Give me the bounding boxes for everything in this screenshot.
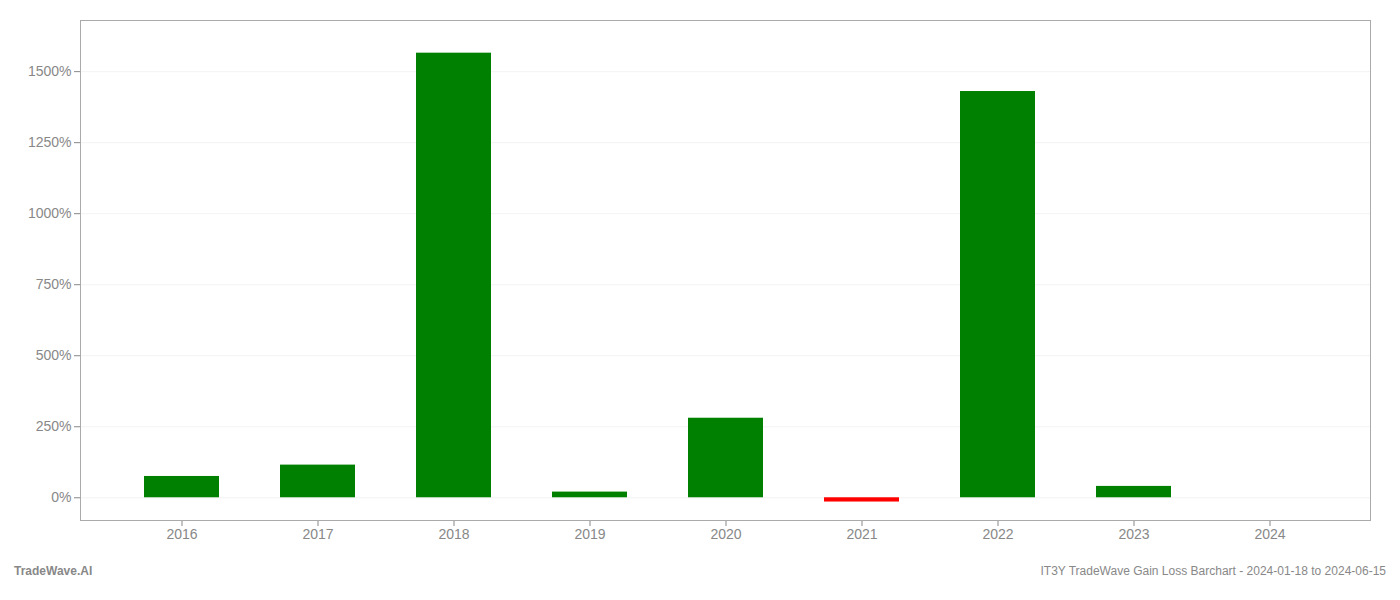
svg-text:1250%: 1250%	[28, 134, 72, 150]
svg-text:500%: 500%	[36, 347, 72, 363]
svg-text:2017: 2017	[302, 526, 333, 542]
html-text:TradeWave.AI: TradeWave.AI	[14, 564, 93, 578]
svg-text:1000%: 1000%	[28, 205, 72, 221]
svg-text:2022: 2022	[982, 526, 1013, 542]
svg-text:2018: 2018	[438, 526, 469, 542]
svg-text:2016: 2016	[166, 526, 197, 542]
svg-text:250%: 250%	[36, 418, 72, 434]
html-text:IT3Y TradeWave Gain Loss Barch: IT3Y TradeWave Gain Loss Barchart - 2024…	[1040, 564, 1386, 578]
svg-text:750%: 750%	[36, 276, 72, 292]
svg-text:2020: 2020	[710, 526, 741, 542]
svg-text:2024: 2024	[1254, 526, 1285, 542]
svg-text:2019: 2019	[574, 526, 605, 542]
svg-text:2023: 2023	[1118, 526, 1149, 542]
svg-text:1500%: 1500%	[28, 63, 72, 79]
svg-text:2021: 2021	[846, 526, 877, 542]
svg-text:0%: 0%	[51, 489, 71, 505]
